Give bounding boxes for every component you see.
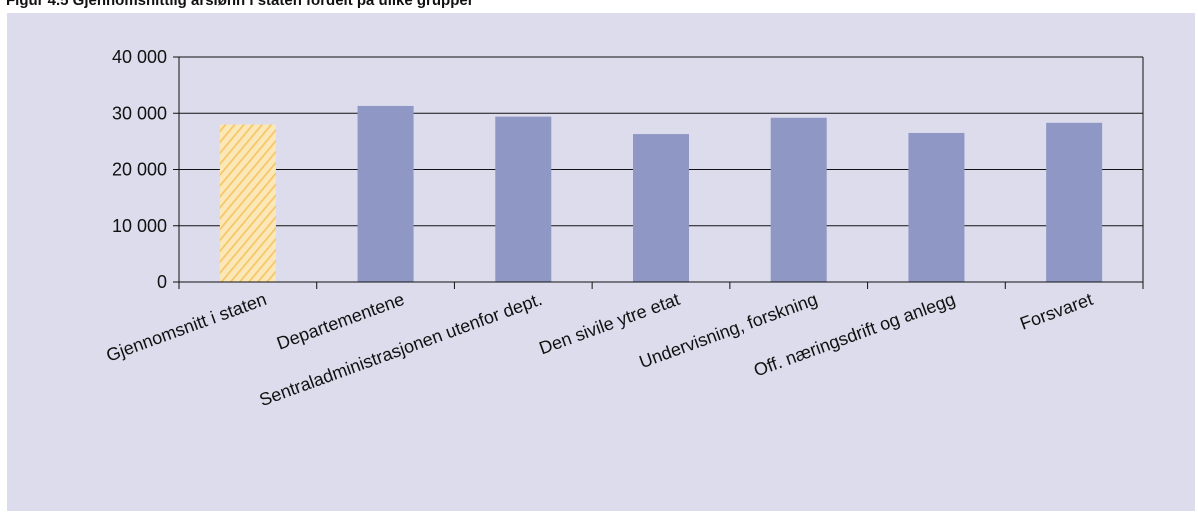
chart-panel xyxy=(7,13,1195,511)
y-tick-label: 20 000 xyxy=(112,160,167,180)
figure-caption: Figur 4.5 Gjennomsnittlig årslønn i stat… xyxy=(6,0,474,9)
x-category-label: Gjennomsnitt i staten xyxy=(103,289,269,366)
y-tick-label: 10 000 xyxy=(112,216,167,236)
bar xyxy=(908,132,965,282)
bar xyxy=(495,116,552,282)
bar xyxy=(770,117,827,282)
axes xyxy=(173,56,1144,289)
bar xyxy=(633,134,689,282)
bar xyxy=(219,124,276,282)
y-tick-label: 40 000 xyxy=(112,47,167,67)
y-tick-label: 0 xyxy=(157,272,167,292)
x-category-label: Forsvaret xyxy=(1017,289,1095,334)
bar xyxy=(1046,122,1103,282)
bars xyxy=(219,105,1103,282)
y-tick-label: 30 000 xyxy=(112,103,167,123)
bar xyxy=(357,105,414,282)
